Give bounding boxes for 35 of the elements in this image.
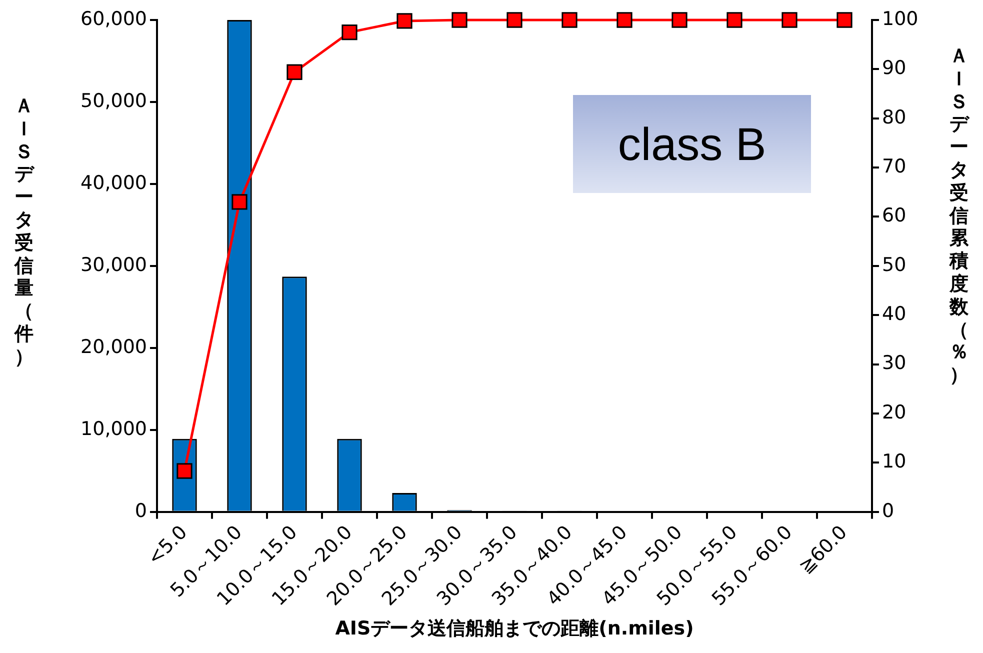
point [232, 194, 248, 210]
y-tick-label: 30,000 [80, 254, 147, 276]
text: ＡＩＳデータ受信量（件） [14, 95, 34, 368]
y2-tick-label: 30 [882, 352, 906, 374]
y-tick-label: 40,000 [80, 172, 147, 194]
y-tick-label: 20,000 [80, 336, 147, 358]
y2-tick-label: 70 [882, 155, 906, 178]
point [286, 64, 302, 80]
point [452, 12, 468, 28]
text: ＡＩＳデータ受信累積度数（％） [950, 45, 968, 386]
y2-tick-label: 20 [882, 401, 906, 424]
point [782, 12, 798, 28]
point [672, 12, 688, 28]
y-tick-label: 60,000 [80, 8, 147, 30]
y2-tick-label: 60 [882, 204, 906, 227]
y2-tick-label: 10 [882, 450, 906, 473]
y2-tick-label: 90 [882, 57, 906, 80]
y2-tick-label: 40 [882, 303, 906, 326]
point [342, 24, 358, 40]
y2-tick-label: 0 [882, 500, 894, 522]
point [506, 12, 522, 28]
y2-tick-label: 80 [882, 106, 906, 128]
y-tick-label: 10,000 [80, 418, 147, 440]
point [836, 12, 852, 28]
y2-tick-label: 100 [882, 8, 918, 30]
point [726, 12, 742, 28]
point [396, 13, 412, 29]
y-tick-label: 0 [134, 500, 147, 522]
y2-tick-label: 50 [882, 254, 906, 276]
x-axis-title: AISデータ送信船舶までの距離(n.miles) [335, 618, 694, 640]
point [562, 12, 578, 28]
point [176, 463, 192, 479]
y-tick-label: 50,000 [80, 90, 147, 112]
annotation: class B [573, 95, 811, 193]
point [616, 12, 632, 28]
